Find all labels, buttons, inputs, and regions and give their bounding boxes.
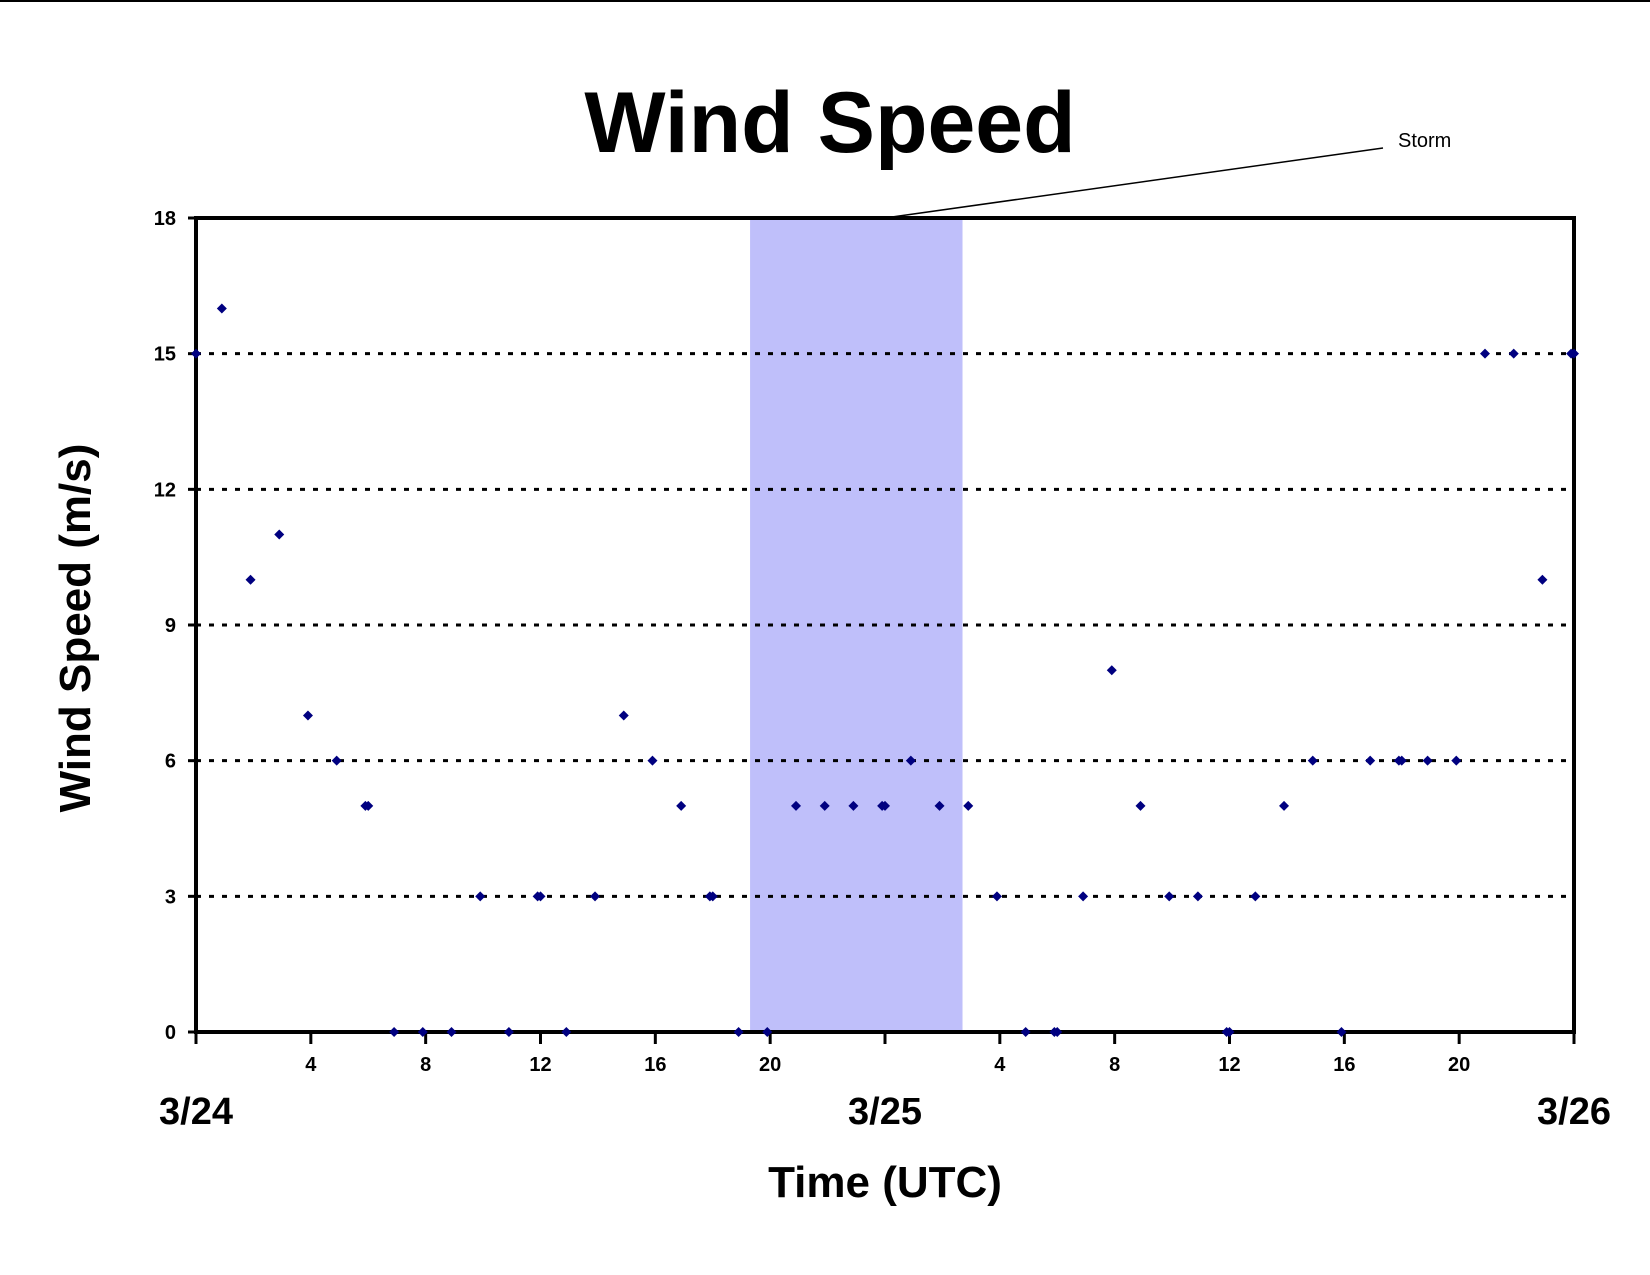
data-point [934,800,945,811]
data-point [417,1027,428,1037]
data-point [1307,755,1318,766]
data-point [331,755,342,766]
data-point [216,303,227,314]
data-point [1020,1027,1031,1037]
date-label: 3/26 [1537,1091,1611,1133]
data-point [1451,755,1462,766]
data-point [475,891,486,902]
data-point [1365,755,1376,766]
data-point [1250,891,1261,902]
x-tick-label: 12 [1218,1054,1240,1076]
data-point [1508,348,1519,359]
y-axis-title: Wind Speed (m/s) [51,444,100,813]
data-point [618,710,629,721]
data-point [1135,800,1146,811]
data-point [1052,1027,1063,1037]
y-tick-label: 15 [154,344,176,366]
data-point [676,800,687,811]
data-point [905,755,916,766]
data-point [707,891,718,902]
data-point [880,800,890,811]
x-tick-label: 20 [759,1054,781,1076]
date-labels: 3/24 3/25 3/26 [159,1091,1611,1133]
data-point [1078,891,1089,902]
data-point [245,574,256,585]
data-point [848,800,859,811]
x-tick-label: 16 [644,1054,666,1076]
date-label: 3/25 [848,1091,922,1133]
data-point [1106,665,1117,676]
chart-title: Wind Speed [584,75,1075,171]
data-point [762,1027,773,1037]
data-point [1279,800,1290,811]
y-tick-label: 6 [165,751,176,773]
data-point [535,891,546,902]
data-point [561,1027,572,1037]
data-point [1164,891,1175,902]
data-point [1192,891,1203,902]
data-point [1537,574,1548,585]
data-point [819,800,830,811]
storm-annotation-leader-line [891,147,1384,218]
y-tick-label: 18 [154,208,176,230]
x-tick-label: 16 [1333,1054,1355,1076]
data-point [503,1027,514,1037]
top-border-line [0,0,1650,2]
data-point [1480,348,1491,359]
data-point [191,348,201,359]
data-point [963,800,974,811]
data-points [191,303,1579,1037]
data-point [791,800,802,811]
data-point [647,755,658,766]
data-point [1422,755,1433,766]
data-point [1569,348,1579,359]
y-tick-label: 3 [165,886,176,908]
x-tick-label: 12 [529,1054,551,1076]
x-tick-label: 4 [994,1054,1006,1076]
y-tick-label: 12 [154,479,176,501]
x-tick-label: 20 [1448,1054,1470,1076]
data-point [363,800,374,811]
x-axis-ticks: 4 8 12 16 20 4 8 12 16 20 [194,1032,1576,1076]
y-tick-label: 9 [165,615,176,637]
date-label: 3/24 [159,1091,233,1133]
data-point [1224,1027,1235,1037]
storm-annotation-label: Storm [1398,130,1451,152]
data-point [446,1027,457,1037]
data-point [274,529,285,540]
x-tick-label: 4 [305,1054,317,1076]
data-point [1396,755,1407,766]
data-point [590,891,601,902]
x-tick-label: 8 [420,1054,431,1076]
data-point [733,1027,744,1037]
gridlines [196,352,1574,898]
data-point [991,891,1002,902]
data-point [389,1027,400,1037]
data-point [302,710,313,721]
y-axis-ticks: 0 3 6 9 12 15 18 [154,208,196,1044]
x-axis-title: Time (UTC) [768,1158,1002,1207]
data-point [1336,1027,1347,1037]
x-tick-label: 8 [1109,1054,1120,1076]
y-tick-label: 0 [165,1022,176,1044]
